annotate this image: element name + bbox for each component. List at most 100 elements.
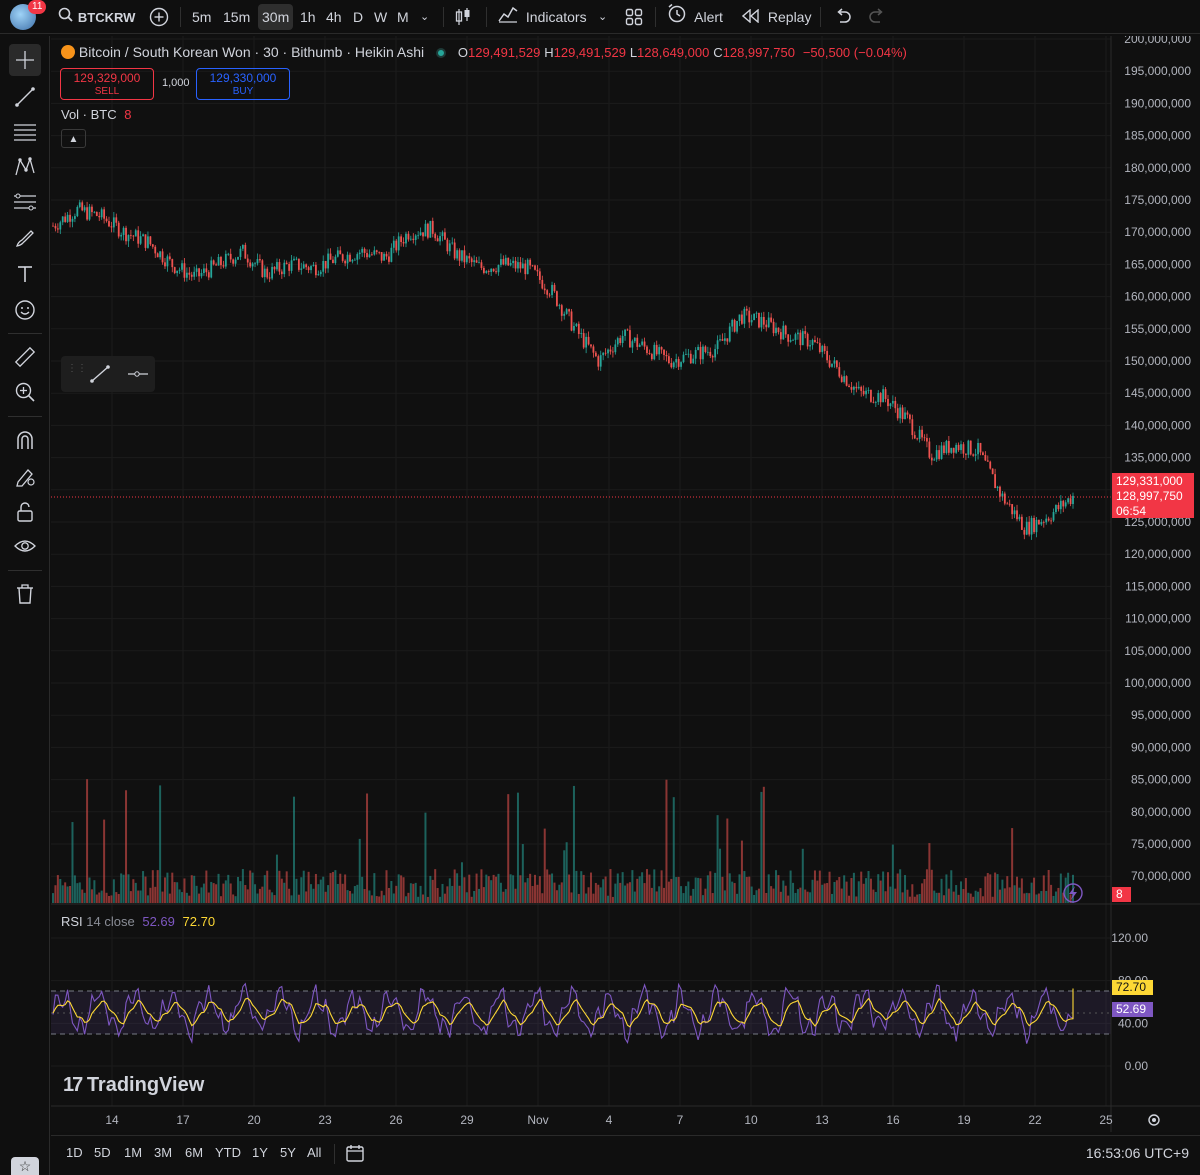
timeframe-15m[interactable]: 15m <box>223 9 251 25</box>
brush-icon[interactable] <box>9 222 41 254</box>
trendline-icon[interactable] <box>9 81 41 113</box>
candle-body <box>405 233 407 244</box>
volume-bar <box>568 874 571 903</box>
magnet-icon[interactable] <box>9 424 41 456</box>
sell-button[interactable]: 129,329,000 SELL <box>60 68 154 100</box>
volume-bar <box>219 896 222 903</box>
alert-button[interactable]: Alert <box>667 0 723 34</box>
volume-bar <box>346 890 349 903</box>
goto-date-calendar-icon[interactable] <box>345 1143 365 1163</box>
candle-body <box>538 271 541 280</box>
volume-bar <box>95 894 98 903</box>
timeframe-w[interactable]: W <box>374 9 388 25</box>
chart-canvas[interactable]: 200,000,000 195,000,000 190,000,000 185,000… <box>51 36 1200 1132</box>
candle-body <box>161 251 164 263</box>
volume-bar <box>925 869 928 903</box>
timeframe-30m[interactable]: 30m <box>258 4 294 30</box>
zoom-in-icon[interactable] <box>9 376 41 408</box>
emoji-icon[interactable] <box>9 294 41 326</box>
crosshair-icon[interactable] <box>9 44 41 76</box>
price-scale: 200,000,000 195,000,000 190,000,000 185,000… <box>1111 36 1191 1073</box>
indicators-dropdown-chevron-icon[interactable]: ⌄ <box>598 11 608 23</box>
range-5y[interactable]: 5Y <box>280 1145 296 1160</box>
pattern-xabcd-icon[interactable] <box>9 151 41 183</box>
timeframe-1h[interactable]: 1h <box>300 9 316 25</box>
timeframe-m[interactable]: M <box>397 9 409 25</box>
floating-drawing-toolbar[interactable]: ⋮⋮ <box>61 356 155 392</box>
chart-legend[interactable]: Bitcoin / South Korean Won · 30 · Bithum… <box>61 44 907 60</box>
rsi-scale-label: 120.00 <box>1111 931 1148 945</box>
collapse-chevron-up-icon[interactable]: ▲ <box>61 129 86 148</box>
replay-button[interactable]: Replay <box>741 0 811 34</box>
clock-timezone[interactable]: 16:53:06 UTC+9 <box>1085 1145 1189 1161</box>
volume-bar <box>492 874 495 903</box>
volume-bar <box>390 881 393 903</box>
line-tool-icon[interactable] <box>89 364 111 389</box>
stay-in-drawing-mode-icon[interactable] <box>9 460 41 492</box>
range-3m[interactable]: 3M <box>154 1145 173 1160</box>
volume-bar <box>845 881 848 903</box>
candle-body <box>229 253 232 260</box>
horizontal-ray-icon[interactable] <box>127 364 149 389</box>
volume-bar <box>996 874 999 903</box>
range-ytd[interactable]: YTD <box>215 1145 241 1160</box>
redo-icon[interactable] <box>868 8 886 26</box>
settings-gear-icon[interactable] <box>1148 1114 1160 1126</box>
rsi-ma-tag: 72.70 <box>1112 980 1153 995</box>
layout-grid-icon[interactable] <box>625 8 643 26</box>
text-tool-icon[interactable] <box>9 258 41 290</box>
candle-body <box>341 254 344 261</box>
candle-body <box>573 325 575 331</box>
lock-icon[interactable] <box>9 496 41 528</box>
volume-bar <box>1040 891 1043 903</box>
candle-body <box>203 268 205 274</box>
range-1m[interactable]: 1M <box>124 1145 143 1160</box>
range-5d[interactable]: 5D <box>94 1145 111 1160</box>
volume-bar <box>64 882 67 903</box>
favorites-star-icon[interactable]: ☆ <box>11 1157 39 1175</box>
range-6m[interactable]: 6M <box>185 1145 204 1160</box>
drag-handle-icon[interactable]: ⋮⋮ <box>67 363 87 374</box>
candle-body <box>833 360 836 364</box>
volume-bar <box>348 891 351 903</box>
candle-body <box>59 222 62 230</box>
range-1y[interactable]: 1Y <box>252 1145 268 1160</box>
tradingview-logo[interactable]: 17 TradingView <box>63 1074 204 1097</box>
buy-button[interactable]: 129,330,000 BUY <box>196 68 290 100</box>
symbol-search[interactable]: BTCKRW <box>58 0 135 34</box>
volume-bar <box>81 889 84 903</box>
rsi-legend[interactable]: RSI 14 close 52.69 72.70 <box>61 914 215 929</box>
timeframe-dropdown-chevron-icon[interactable]: ⌄ <box>420 11 430 23</box>
volume-bar <box>796 889 799 903</box>
candle-body <box>894 400 897 409</box>
timeframe-d[interactable]: D <box>353 9 364 25</box>
volume-bar <box>134 882 137 903</box>
compare-plus-icon[interactable] <box>149 7 169 27</box>
candle-body <box>154 246 157 254</box>
trash-icon[interactable] <box>9 578 41 610</box>
candle-body <box>619 338 622 344</box>
chart-area[interactable]: 200,000,000 195,000,000 190,000,000 185,000… <box>51 36 1200 1132</box>
volume-bar <box>227 874 230 903</box>
volume-bar <box>358 838 361 903</box>
prediction-measure-icon[interactable] <box>9 186 41 218</box>
candle-body <box>237 256 239 260</box>
indicators-button[interactable]: Indicators <box>498 0 587 34</box>
volume-bar <box>891 844 894 903</box>
volume-legend[interactable]: Vol · BTC 8 <box>61 107 131 122</box>
range-all[interactable]: All <box>307 1145 322 1160</box>
candles-icon[interactable] <box>454 7 472 27</box>
volume-bar <box>728 873 731 903</box>
range-1d[interactable]: 1D <box>66 1145 83 1160</box>
ruler-icon[interactable] <box>9 341 41 373</box>
price-scale-label: 110,000,000 <box>1125 612 1191 626</box>
volume-bar <box>144 876 147 903</box>
fib-retracement-icon[interactable] <box>9 116 41 148</box>
undo-icon[interactable] <box>834 8 852 26</box>
eye-visibility-icon[interactable] <box>9 530 41 562</box>
timeframe-5m[interactable]: 5m <box>192 9 212 25</box>
notification-badge[interactable]: 11 <box>28 0 47 14</box>
timeframe-4h[interactable]: 4h <box>326 9 342 25</box>
candle-body <box>996 486 999 489</box>
lightning-icon[interactable] <box>1063 883 1083 903</box>
